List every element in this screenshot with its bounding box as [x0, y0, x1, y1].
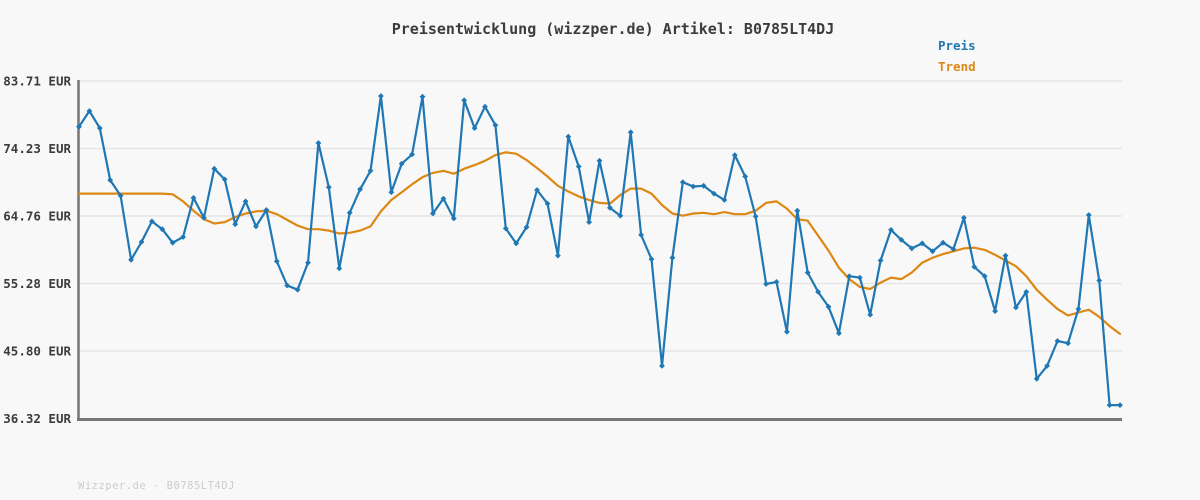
y-tick-label: 83.71 EUR: [3, 74, 71, 89]
y-tick-label: 55.28 EUR: [3, 276, 71, 291]
preis-data-point-markers: [76, 93, 1123, 408]
y-tick-label: 45.80 EUR: [3, 343, 71, 358]
watermark: Wizzper.de - B0785LT4DJ: [78, 480, 235, 492]
preis-line: [77, 94, 1122, 407]
trend-line: [77, 151, 1122, 335]
y-tick-label: 64.76 EUR: [3, 208, 71, 223]
y-tick-label: 36.32 EUR: [3, 411, 71, 426]
chart-legend: Preis Trend: [938, 39, 976, 74]
y-tick-label: 74.23 EUR: [3, 141, 71, 156]
chart-title: Preisentwicklung (wizzper.de) Artikel: B…: [391, 20, 835, 38]
legend-item-trend: Trend: [938, 58, 976, 74]
legend-item-preis: Preis: [938, 38, 976, 53]
